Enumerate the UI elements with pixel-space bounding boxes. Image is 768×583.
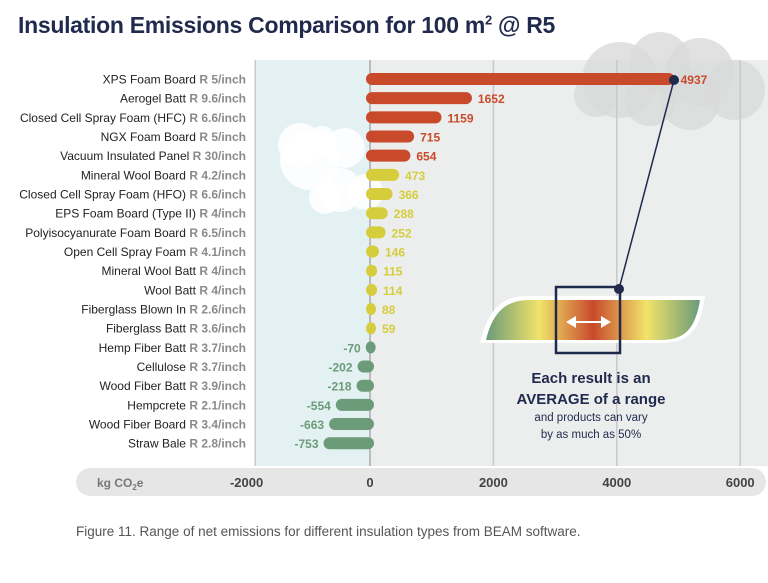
category-label: Hemp Fiber Batt R 3.7/inch	[99, 341, 246, 355]
category-label: XPS Foam Board R 5/inch	[103, 73, 246, 87]
bar	[366, 188, 393, 201]
storm-cloud-icon	[660, 70, 720, 130]
cloud-icon	[309, 182, 341, 214]
connector-dot	[669, 75, 679, 85]
category-label: NGX Foam Board R 5/inch	[101, 130, 246, 144]
data-label: 288	[394, 207, 414, 221]
bar	[366, 226, 386, 239]
data-label: 59	[382, 322, 396, 336]
category-label: Wool Batt R 4/inch	[144, 283, 246, 297]
storm-cloud-icon	[705, 60, 765, 120]
bar	[365, 341, 376, 354]
page-title-text: Insulation Emissions Comparison for 100 …	[18, 12, 556, 38]
category-label: Vacuum Insulated Panel R 30/inch	[60, 149, 246, 163]
connector-line	[618, 79, 675, 290]
bar	[366, 322, 376, 335]
range-bar	[486, 300, 700, 340]
category-label: EPS Foam Board (Type II) R 4/inch	[55, 207, 246, 221]
bar	[366, 303, 376, 316]
cloud-icon	[347, 174, 383, 210]
callout-text: by as much as 50%	[541, 429, 641, 441]
bar	[366, 111, 442, 124]
category-label: Fiberglass Batt R 3.6/inch	[106, 322, 246, 336]
figure-caption: Figure 11. Range of net emissions for di…	[76, 524, 581, 539]
bar	[366, 264, 378, 277]
data-label: -202	[329, 361, 353, 375]
data-label: 715	[420, 131, 440, 145]
category-label: Mineral Wool Batt R 4/inch	[101, 264, 246, 278]
data-label: -663	[300, 418, 324, 432]
category-label: Hempcrete R 2.1/inch	[127, 398, 246, 412]
double-arrow-icon	[566, 316, 611, 328]
bar	[366, 283, 378, 296]
bar	[335, 398, 374, 411]
x-axis-label: kg CO2e	[97, 476, 144, 492]
bar	[366, 73, 675, 85]
callout-text: Each result is an	[531, 370, 650, 387]
category-label: Aerogel Batt R 9.6/inch	[120, 92, 246, 106]
x-tick-label: 4000	[602, 475, 631, 490]
callout-text: and products can vary	[534, 412, 647, 424]
plot-background	[370, 60, 768, 466]
data-label: 473	[405, 169, 425, 183]
bar	[366, 92, 472, 105]
x-tick-label: -2000	[230, 475, 263, 490]
highlight-box	[554, 285, 622, 355]
data-label: -753	[295, 437, 319, 451]
x-tick-label: 6000	[726, 475, 755, 490]
connector-dot	[614, 284, 624, 294]
category-label: Polyisocyanurate Foam Board R 6.5/inch	[25, 226, 246, 240]
bar	[366, 207, 388, 220]
bar	[357, 360, 374, 373]
data-label: -70	[343, 341, 361, 355]
bar	[366, 130, 415, 143]
data-label: -554	[307, 399, 331, 413]
bar	[356, 379, 374, 392]
x-tick-label: 2000	[479, 475, 508, 490]
data-label: 1159	[448, 111, 474, 125]
bar	[366, 149, 411, 162]
data-label: 146	[385, 246, 405, 260]
data-label: 4937	[681, 73, 708, 87]
category-label: Open Cell Spray Foam R 4.1/inch	[64, 245, 246, 259]
category-label: Wood Fiber Batt R 3.9/inch	[99, 379, 246, 393]
bar	[323, 437, 374, 450]
category-label: Closed Cell Spray Foam (HFC) R 6.6/inch	[20, 111, 246, 125]
category-label: Wood Fiber Board R 3.4/inch	[89, 418, 246, 432]
category-label: Straw Bale R 2.8/inch	[128, 437, 246, 451]
page-title: Insulation Emissions Comparison for 100 …	[18, 12, 555, 39]
data-label: 1652	[478, 92, 505, 106]
bar	[366, 168, 400, 181]
data-label: -218	[328, 380, 352, 394]
x-tick-label: 0	[366, 475, 373, 490]
bar	[329, 418, 374, 431]
data-label: 115	[383, 265, 403, 279]
bar	[366, 245, 380, 258]
data-label: 88	[382, 303, 396, 317]
category-label: Fiberglass Blown In R 2.6/inch	[81, 303, 246, 317]
x-axis-band	[76, 468, 766, 496]
data-label: 252	[392, 226, 412, 240]
data-label: 366	[399, 188, 419, 202]
category-label: Cellulose R 3.7/inch	[137, 360, 246, 374]
category-label: Closed Cell Spray Foam (HFO) R 6.6/inch	[19, 188, 246, 202]
data-label: 114	[383, 284, 403, 298]
callout-text: AVERAGE of a range	[517, 391, 666, 408]
storm-cloud-icon	[624, 74, 676, 126]
category-label: Mineral Wool Board R 4.2/inch	[81, 168, 246, 182]
data-label: 654	[416, 150, 436, 164]
